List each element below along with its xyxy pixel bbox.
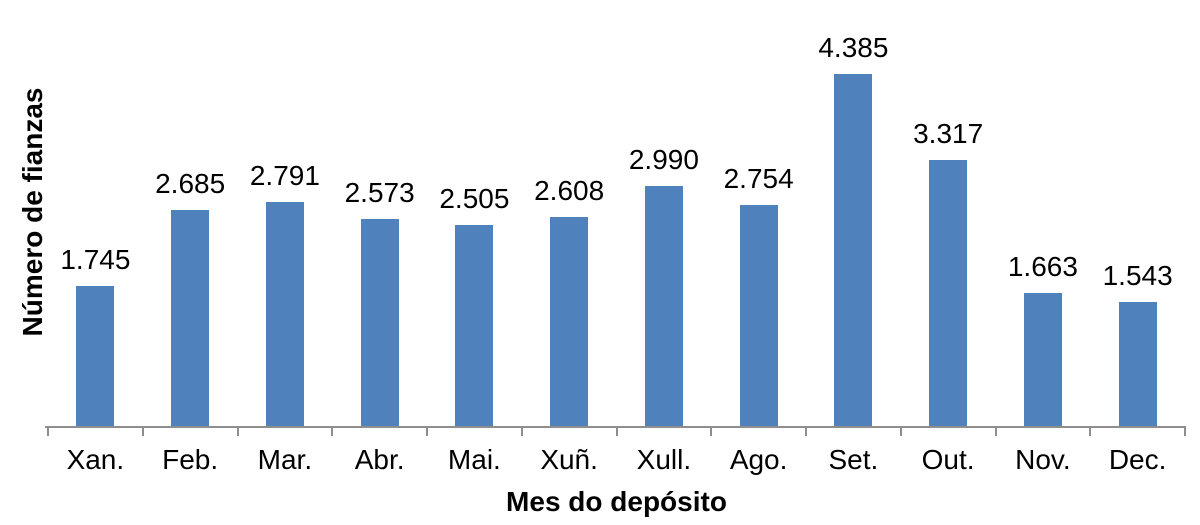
bar — [171, 210, 210, 426]
bar — [265, 202, 304, 426]
x-tick-label: Mai. — [447, 444, 501, 475]
bar-value-label: 3.317 — [913, 118, 984, 149]
bar — [1118, 302, 1157, 426]
x-axis-tick — [1184, 426, 1186, 436]
bar-column: 1.745 — [48, 0, 143, 426]
bars-container: 1.745 2.685 2.791 2.573 2.505 2.608 2.990 2.754… — [48, 0, 1185, 426]
x-axis-tick — [1089, 426, 1092, 436]
x-tick-label: Xull. — [636, 444, 692, 475]
x-axis-tick — [899, 426, 902, 436]
bar — [550, 217, 589, 426]
bar-value-label: 1.663 — [1007, 251, 1078, 282]
bar-column: 2.754 — [711, 0, 806, 426]
x-axis-tick — [426, 426, 428, 436]
bar-column: 1.543 — [1090, 0, 1185, 426]
y-axis-title: Número de fianzas — [17, 87, 48, 337]
x-axis-tick — [710, 426, 713, 436]
x-axis-tick — [141, 426, 144, 436]
bar-value-label: 1.745 — [60, 244, 131, 275]
bar-value-label: 2.685 — [155, 168, 226, 199]
bar-column: 2.685 — [143, 0, 238, 426]
x-axis-tick — [615, 426, 618, 436]
plot-area: 1.745 2.685 2.791 2.573 2.505 2.608 2.990 2.754… — [48, 0, 1185, 426]
bar-column: 4.385 — [806, 0, 901, 426]
bar-value-label: 2.754 — [723, 163, 794, 194]
bar-column: 2.573 — [332, 0, 427, 426]
x-axis-title: Mes do depósito — [506, 486, 727, 517]
x-axis-tick — [994, 426, 997, 436]
x-axis-tick-labels: Xan. Feb. Mar. Abr. Mai. Xuñ. Xull. Ago. Set. Out… — [48, 444, 1185, 476]
bar-column: 1.663 — [996, 0, 1091, 426]
x-axis-tick — [331, 426, 334, 436]
bar — [739, 205, 778, 426]
x-tick-label: Dec. — [1108, 444, 1167, 475]
bar-column: 2.791 — [238, 0, 333, 426]
x-tick-label: Out. — [921, 444, 975, 475]
x-axis-tick — [47, 426, 49, 436]
x-axis-tick — [520, 426, 523, 436]
x-tick-label: Nov. — [1015, 444, 1071, 475]
bar-value-label: 2.573 — [344, 177, 415, 208]
x-axis-tick — [236, 426, 239, 436]
bar-column: 3.317 — [901, 0, 996, 426]
bar-value-label: 2.608 — [534, 175, 605, 206]
x-axis-tick — [805, 426, 807, 436]
bar-value-label: 2.505 — [439, 183, 510, 214]
bar — [644, 186, 683, 426]
bar-value-label: 4.385 — [818, 32, 889, 63]
x-tick-label: Xan. — [66, 444, 125, 475]
bar — [360, 219, 399, 426]
bar — [834, 74, 873, 426]
bar-value-label: 1.543 — [1102, 260, 1173, 291]
bar-column: 2.505 — [427, 0, 522, 426]
bar — [455, 225, 494, 426]
x-tick-label: Xuñ. — [540, 444, 598, 475]
bar-value-label: 2.990 — [628, 144, 699, 175]
bar — [929, 160, 968, 426]
x-tick-label: Mar. — [257, 444, 313, 475]
bar-value-label: 2.791 — [249, 160, 320, 191]
x-tick-label: Ago. — [729, 444, 788, 475]
x-tick-label: Feb. — [162, 444, 219, 475]
x-tick-label: Set. — [828, 444, 879, 475]
bar — [1023, 293, 1062, 426]
bar — [76, 286, 115, 426]
bar-column: 2.990 — [617, 0, 712, 426]
bar-column: 2.608 — [522, 0, 617, 426]
x-tick-label: Abr. — [354, 444, 405, 475]
